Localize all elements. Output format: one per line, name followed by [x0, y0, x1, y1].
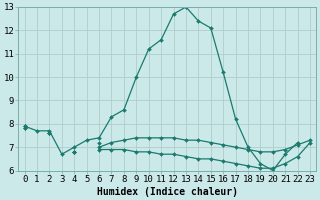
X-axis label: Humidex (Indice chaleur): Humidex (Indice chaleur) — [97, 186, 238, 197]
